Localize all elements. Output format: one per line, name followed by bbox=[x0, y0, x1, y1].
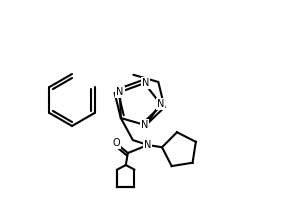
Text: N: N bbox=[144, 140, 152, 150]
Text: N: N bbox=[142, 78, 149, 88]
Text: N: N bbox=[157, 99, 164, 109]
Text: N: N bbox=[116, 87, 124, 97]
Text: O: O bbox=[112, 138, 120, 148]
Text: N: N bbox=[141, 120, 148, 130]
